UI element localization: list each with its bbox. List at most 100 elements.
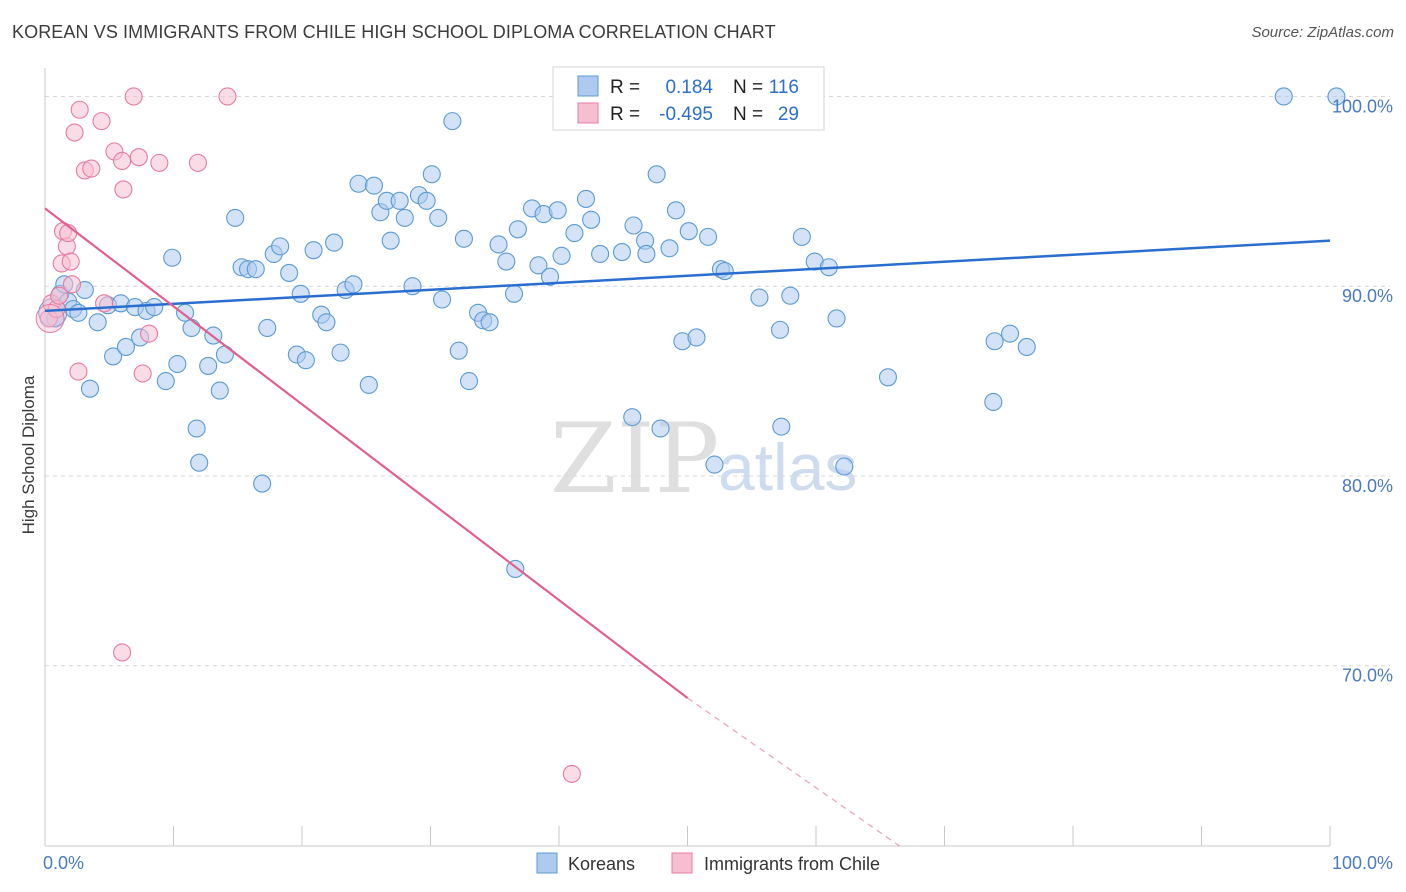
y-tick-label-90: 90.0%	[1342, 286, 1393, 306]
korean-point	[835, 457, 854, 476]
chile-point	[69, 362, 88, 381]
chile-point	[124, 87, 143, 106]
chile-point	[129, 148, 148, 167]
korean-point	[187, 419, 206, 438]
gridlines	[45, 95, 1390, 667]
korean-point	[508, 220, 527, 239]
korean-point	[433, 290, 452, 309]
korean-point	[540, 267, 560, 286]
trend-line-chile-extrapolated	[687, 697, 900, 847]
chile-point	[92, 112, 111, 131]
korean-point	[163, 248, 182, 267]
korean-point	[104, 347, 123, 366]
korean-point	[647, 165, 666, 184]
korean-point	[443, 112, 462, 131]
korean-point	[296, 351, 315, 370]
korean-point	[489, 235, 508, 254]
korean-point	[651, 419, 670, 438]
korean-point	[591, 244, 610, 264]
korean-point	[792, 227, 811, 246]
bottom-legend-swatch-koreans	[536, 852, 558, 874]
chile-point	[95, 294, 114, 313]
korean-point	[582, 210, 601, 229]
korean-point	[548, 201, 567, 220]
chile-point	[50, 286, 69, 305]
korean-point	[304, 241, 323, 260]
chile-point	[188, 153, 207, 172]
chile-point	[82, 159, 101, 178]
korean-point	[331, 343, 350, 362]
korean-point	[1017, 337, 1036, 356]
korean-point	[253, 474, 272, 493]
y-tick-label-80: 80.0%	[1342, 476, 1393, 496]
korean-point	[705, 455, 724, 474]
legend-r-value-chile: -0.495	[659, 104, 713, 125]
korean-point	[770, 320, 790, 339]
series-koreans	[38, 87, 1346, 579]
korean-point	[417, 191, 436, 210]
korean-point	[576, 189, 596, 208]
chile-point	[114, 180, 133, 199]
korean-point	[364, 176, 384, 195]
correlation-legend: R = 0.184 N = 116 R = -0.495 N = 29	[552, 66, 825, 131]
korean-point	[349, 174, 368, 193]
y-axis-label: High School Diploma	[19, 375, 38, 534]
trend-lines	[44, 207, 1331, 847]
korean-point	[246, 260, 265, 279]
korean-point	[359, 375, 378, 394]
korean-point	[660, 239, 679, 258]
korean-point	[552, 246, 571, 265]
korean-point	[280, 263, 299, 282]
legend-n-label-chile: N =	[733, 104, 763, 125]
korean-point	[344, 275, 363, 294]
korean-point	[612, 243, 632, 262]
watermark-atlas: atlas	[718, 430, 857, 504]
korean-point	[679, 222, 698, 241]
korean-point	[637, 244, 656, 264]
chile-point	[61, 252, 80, 271]
korean-point	[497, 252, 516, 271]
chile-point	[70, 100, 89, 119]
korean-point	[715, 261, 734, 281]
bottom-legend-koreans: Koreans	[568, 854, 635, 874]
korean-point	[449, 341, 468, 360]
korean-point	[395, 208, 414, 227]
korean-point	[1274, 87, 1293, 106]
korean-point	[317, 313, 336, 332]
chile-point	[140, 324, 159, 343]
chile-point	[113, 151, 132, 171]
korean-point	[781, 286, 800, 305]
chile-point	[150, 153, 169, 172]
y-tick-label-70: 70.0%	[1342, 666, 1393, 686]
korean-point	[116, 337, 136, 356]
korean-point	[985, 332, 1004, 351]
chile-point-cluster	[35, 303, 65, 333]
chile-point	[65, 123, 84, 142]
korean-point	[1000, 324, 1020, 343]
korean-point	[750, 288, 769, 307]
korean-point	[145, 298, 164, 317]
korean-point	[529, 256, 548, 275]
source-note: Source: ZipAtlas.com	[1251, 24, 1394, 41]
trend-line-koreans	[44, 239, 1331, 313]
series-chile	[35, 87, 581, 783]
korean-point	[291, 284, 310, 303]
legend-n-label-koreans: N =	[733, 77, 763, 98]
x-tick-label-100: 100.0%	[1332, 853, 1393, 873]
legend-r-label-koreans: R =	[610, 77, 640, 98]
legend-n-value-koreans: 116	[769, 77, 799, 98]
korean-point	[199, 356, 218, 375]
legend-swatch-koreans	[577, 75, 599, 97]
chile-point	[218, 87, 237, 106]
chile-point	[562, 764, 581, 783]
series-legend: Koreans Immigrants from Chile	[536, 852, 880, 874]
x-tick-label-0: 0.0%	[43, 853, 84, 873]
chile-point	[113, 643, 132, 662]
korean-point	[88, 313, 107, 332]
chart-title: KOREAN VS IMMIGRANTS FROM CHILE HIGH SCH…	[12, 22, 776, 42]
korean-point	[258, 318, 277, 338]
korean-point	[623, 408, 642, 427]
korean-point	[182, 318, 201, 338]
chile-point	[62, 275, 82, 294]
